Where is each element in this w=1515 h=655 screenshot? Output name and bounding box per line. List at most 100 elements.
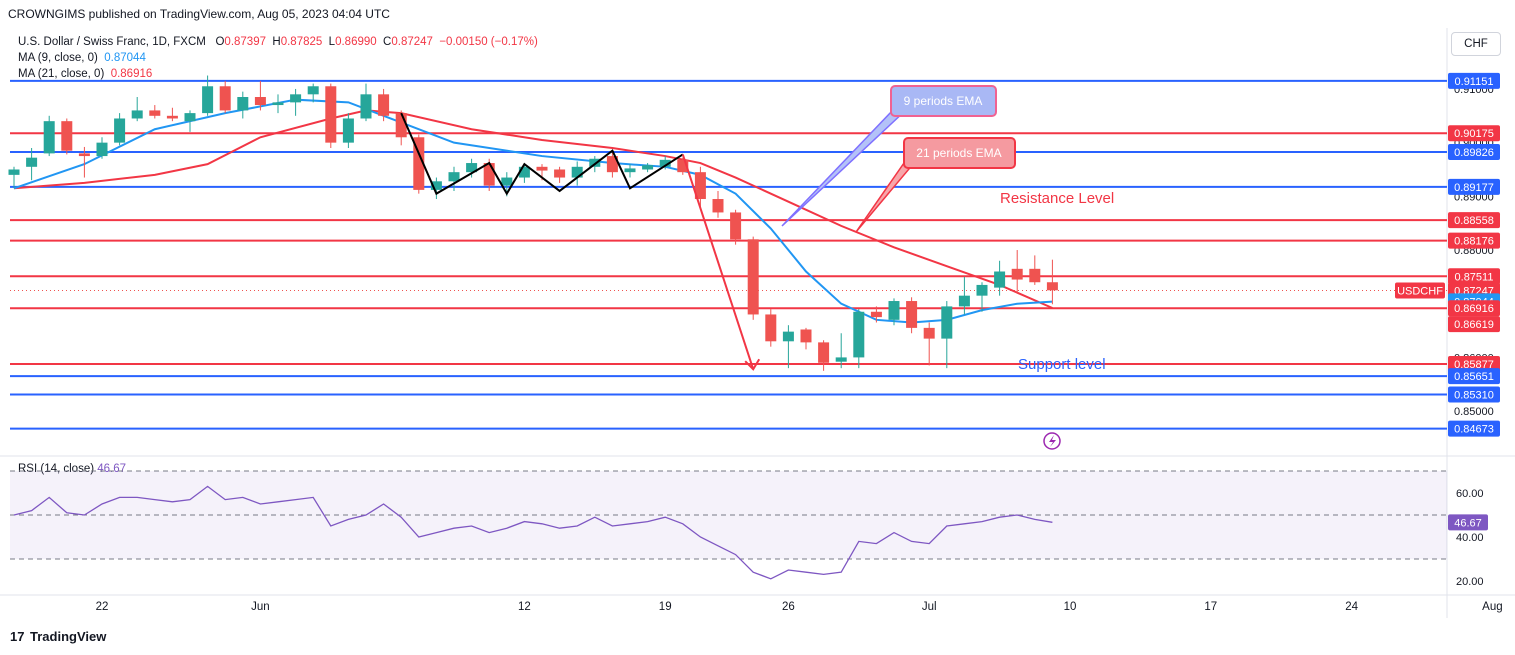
symbol-badge-text: USDCHF <box>1397 285 1443 297</box>
candle-body <box>430 181 442 190</box>
candle-body <box>61 121 73 151</box>
resistance-level-label: Resistance Level <box>1000 190 1114 207</box>
price-badge <box>1448 300 1500 317</box>
price-badge-text: 0.85877 <box>1454 359 1494 371</box>
zigzag-pattern <box>400 112 684 196</box>
currency-button[interactable]: CHF <box>1451 32 1501 56</box>
price-badge-text: 0.91151 <box>1455 76 1494 88</box>
price-badge <box>1448 178 1500 195</box>
candle-body <box>96 142 108 157</box>
low-value: 0.86990 <box>335 36 377 48</box>
open-label: O <box>215 36 225 48</box>
ema21-callout: 21 periods EMA <box>855 137 1016 233</box>
candle-body <box>378 94 390 116</box>
price-badge <box>1448 316 1500 333</box>
candle-body <box>342 118 354 143</box>
candle-body <box>307 86 319 95</box>
rsi-tick-label: 20.00 <box>1456 576 1484 588</box>
candle-body <box>448 172 460 182</box>
candle-body <box>8 169 20 175</box>
support-level-label: Support level <box>1018 356 1106 373</box>
price-badge <box>1448 386 1500 403</box>
high-value: 0.87825 <box>280 36 323 48</box>
candle-body <box>659 159 671 167</box>
candle-body <box>958 295 970 307</box>
candle-body <box>941 306 953 339</box>
high-label: H <box>272 36 281 48</box>
candle-body <box>642 165 654 170</box>
price-badge <box>1448 268 1500 285</box>
tradingview-mark-icon: 17 <box>10 629 25 644</box>
symbol-legend: U.S. Dollar / Swiss Franc, 1D, FXCM O0.8… <box>18 36 538 48</box>
close-value: 0.87247 <box>391 36 433 48</box>
candle-body <box>518 166 530 178</box>
open-value: 0.87397 <box>224 36 266 48</box>
candle-body <box>782 331 794 342</box>
time-tick-label: 24 <box>1345 601 1358 613</box>
rsi-tick-label: 60.00 <box>1456 488 1484 500</box>
price-badge <box>1448 420 1500 437</box>
time-tick-label: 19 <box>659 601 672 613</box>
price-badge-text: 0.89177 <box>1454 182 1494 194</box>
candle-body <box>888 301 900 320</box>
price-badge-text: 0.85310 <box>1454 389 1494 401</box>
candle-body <box>976 284 988 296</box>
candle-body <box>184 113 196 122</box>
ma21-legend[interactable]: MA (21, close, 0) 0.86916 <box>18 68 152 80</box>
price-badge <box>1448 125 1500 142</box>
rsi-label: RSI (14, close) <box>18 463 95 475</box>
ma21-line <box>13 109 1053 309</box>
time-tick-label: 22 <box>96 601 109 613</box>
ma21-label: MA (21, close, 0) <box>18 68 105 80</box>
price-badge <box>1448 232 1500 249</box>
candle-body <box>272 102 284 106</box>
rsi-value: 46.67 <box>97 463 127 475</box>
price-badge-text: 0.85651 <box>1454 371 1494 383</box>
candle-body <box>413 137 425 190</box>
time-tick-label: Aug <box>1482 601 1502 613</box>
arrow-head-icon <box>744 358 761 371</box>
candle-body <box>606 156 618 173</box>
ma9-legend[interactable]: MA (9, close, 0) 0.87044 <box>18 52 146 64</box>
candle-body <box>254 97 266 106</box>
time-tick-label: 12 <box>518 601 531 613</box>
tradingview-brand: TradingView <box>30 629 107 644</box>
candle-body <box>536 166 548 171</box>
candle-body <box>694 172 706 200</box>
ma9-value: 0.87044 <box>104 52 146 64</box>
publisher-line: CROWNGIMS published on TradingView.com, … <box>8 7 390 21</box>
price-badge <box>1448 356 1500 373</box>
ema21-callout-text: 21 periods EMA <box>916 146 1001 160</box>
candle-body <box>818 342 830 363</box>
price-badge-text: 0.89826 <box>1454 147 1494 159</box>
rsi-band-background <box>10 471 1447 559</box>
price-badge <box>1448 72 1500 89</box>
rsi-legend[interactable]: RSI (14, close) 46.67 <box>18 463 126 475</box>
tradingview-logo[interactable]: 17 TradingView <box>10 629 106 644</box>
price-badge <box>1448 212 1500 229</box>
candle-body <box>26 157 38 167</box>
price-badge <box>1448 143 1500 160</box>
rsi-tick-label: 40.00 <box>1456 532 1484 544</box>
price-badge-text: 0.88176 <box>1454 236 1494 248</box>
symbol-badge <box>1395 282 1445 299</box>
ema9-callout-pointer <box>781 109 908 227</box>
price-badge-text: 0.87511 <box>1455 271 1494 283</box>
candle-body <box>765 314 777 342</box>
time-tick-label: Jun <box>251 601 270 613</box>
symbol-name: U.S. Dollar / Swiss Franc, 1D, FXCM <box>18 36 206 48</box>
candle-body <box>114 118 126 143</box>
close-label: C <box>383 36 392 48</box>
candle-body <box>923 327 935 339</box>
candle-body <box>747 239 759 315</box>
price-badge-text: 0.88558 <box>1454 215 1494 227</box>
downtrend-arrow <box>681 154 755 370</box>
candle-body <box>677 159 689 173</box>
price-badge-text: 0.84673 <box>1454 424 1494 436</box>
ema9-callout: 9 periods EMA <box>781 85 997 227</box>
candle-body <box>835 357 847 362</box>
ema21-callout-box <box>903 137 1016 169</box>
candle-body <box>853 311 865 358</box>
candle-body <box>712 199 724 213</box>
